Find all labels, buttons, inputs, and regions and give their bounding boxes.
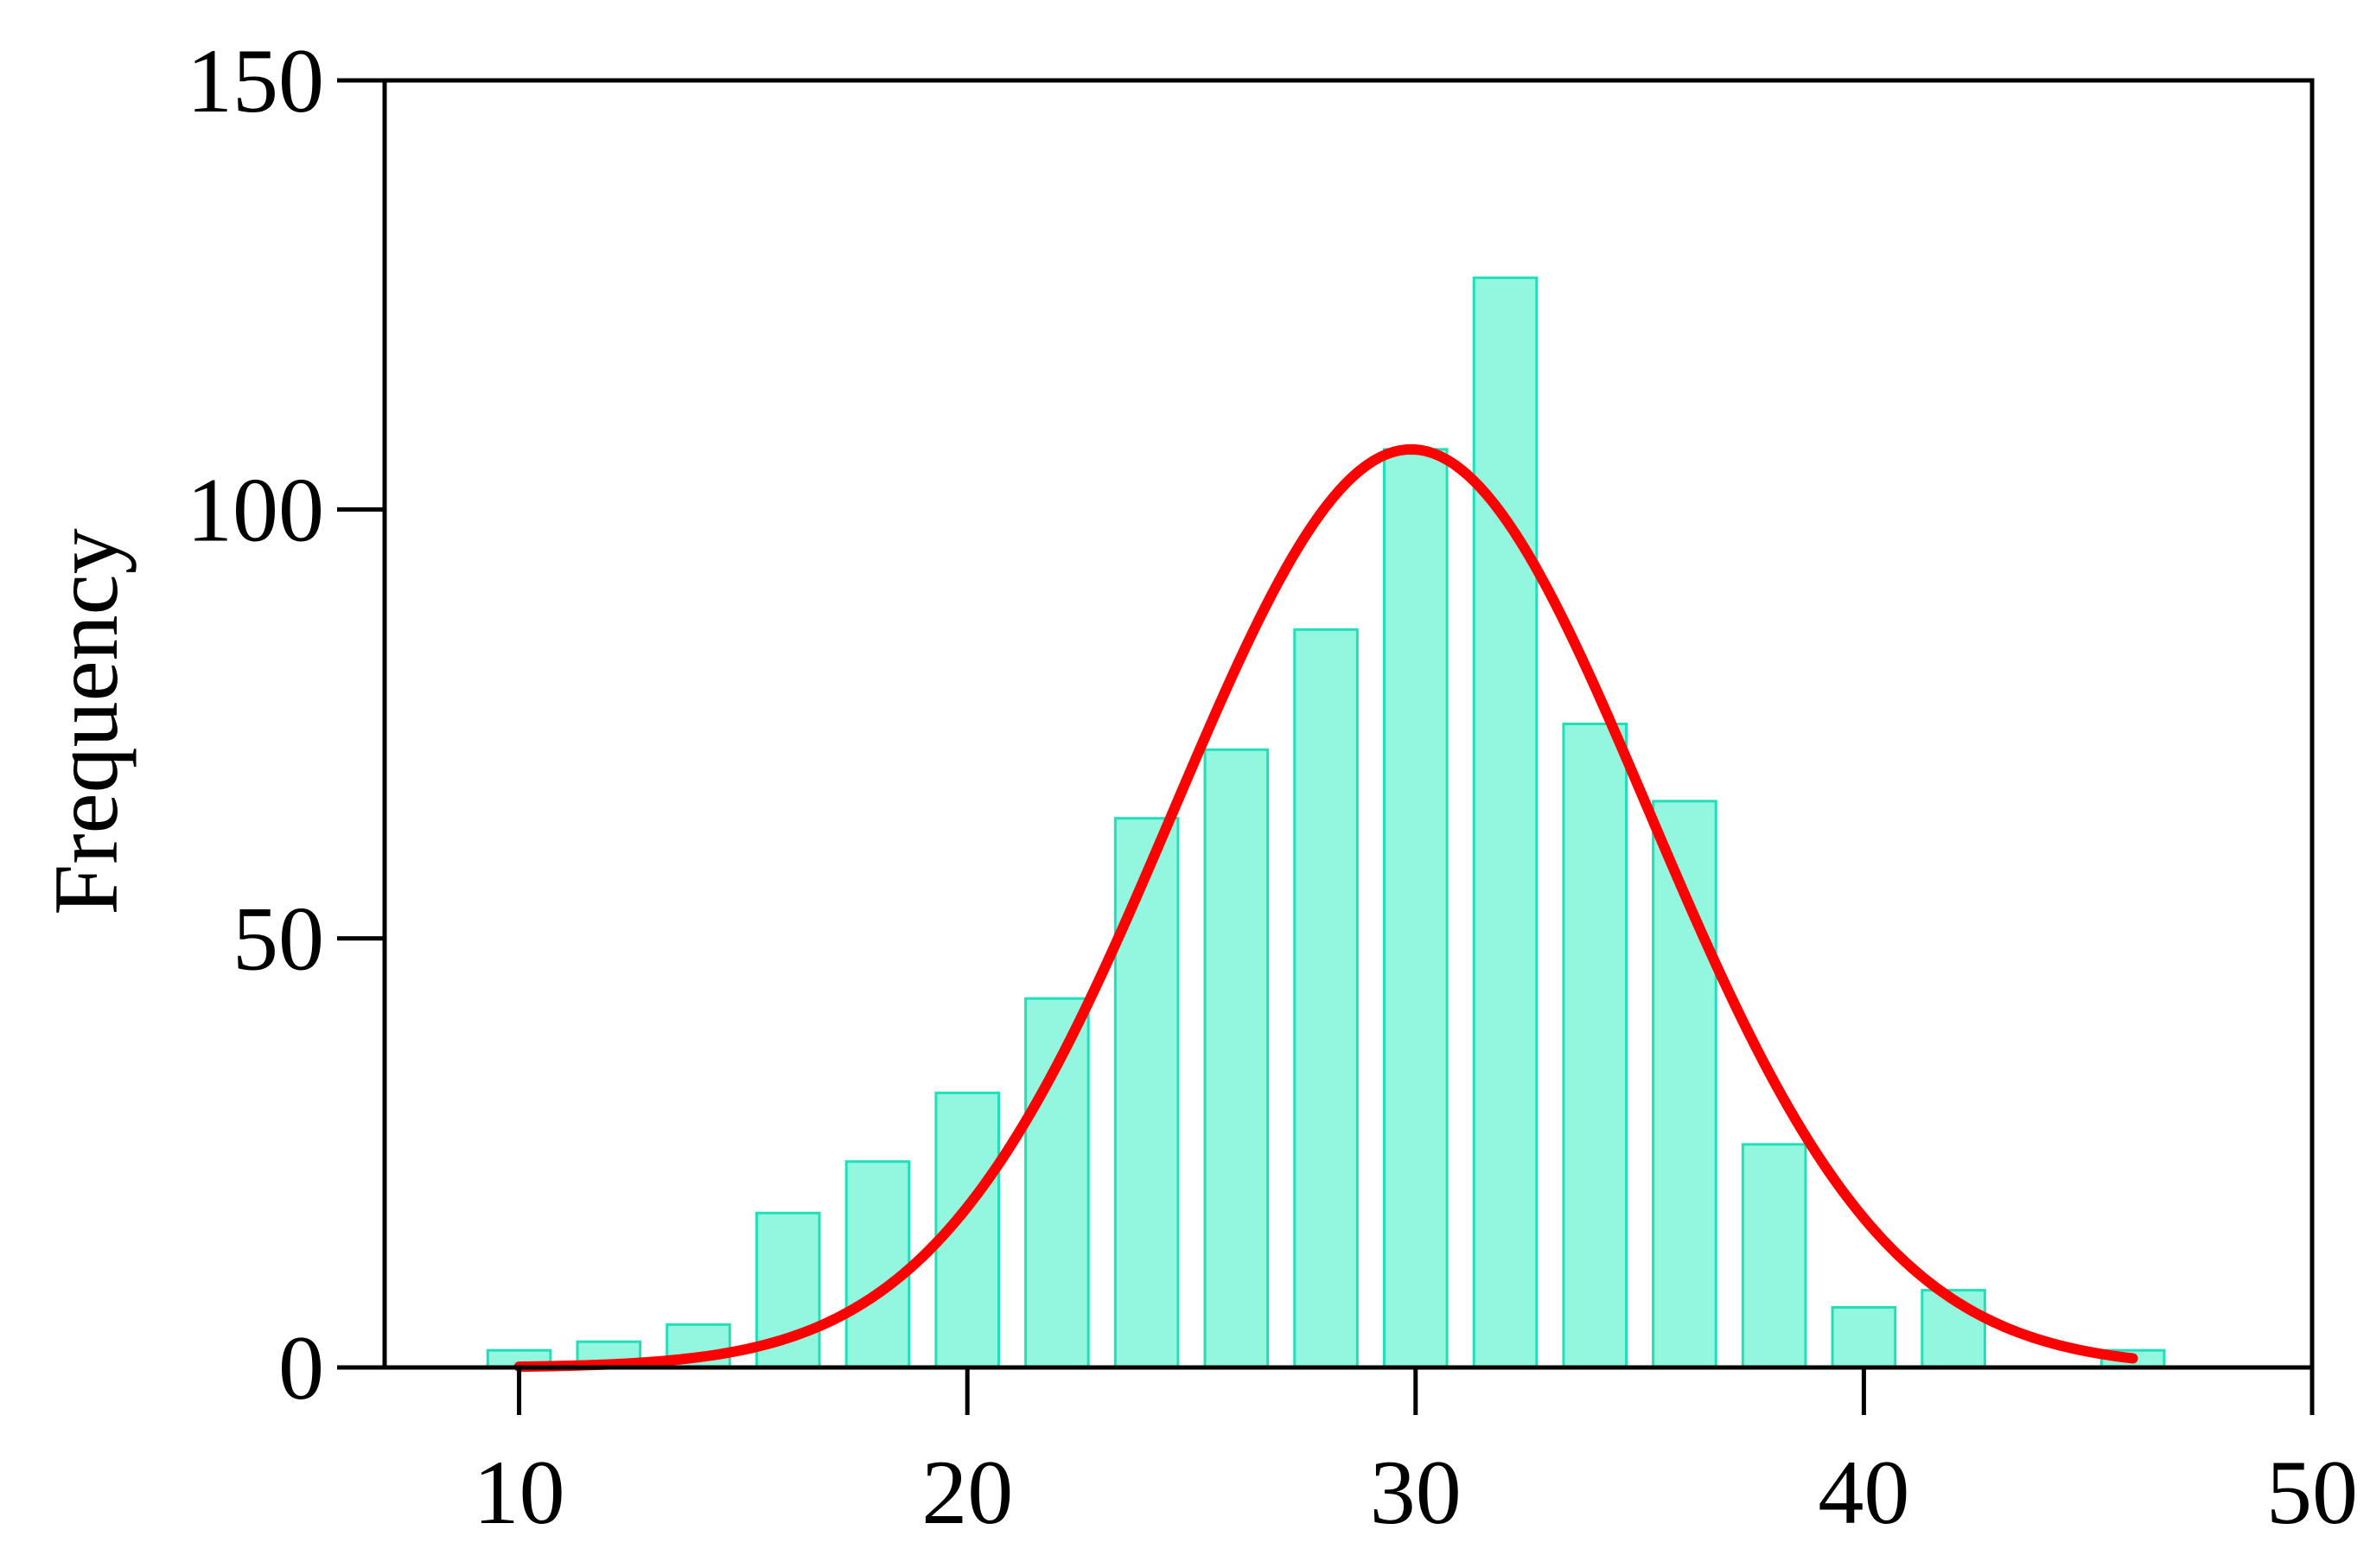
x-tick-label: 50 bbox=[2266, 1442, 2358, 1543]
histogram-bar bbox=[1562, 723, 1628, 1369]
y-tick-label: 100 bbox=[187, 459, 324, 560]
histogram-bar bbox=[1472, 276, 1539, 1369]
curve-layer bbox=[513, 443, 2138, 1373]
histogram-bar bbox=[1113, 817, 1180, 1369]
y-tick-label: 50 bbox=[233, 889, 324, 990]
y-tick-label: 150 bbox=[187, 30, 324, 131]
histogram-bar bbox=[1203, 748, 1270, 1369]
normal-fit-curve bbox=[513, 443, 2138, 1373]
axes-layer bbox=[382, 78, 2315, 1370]
plot-frame bbox=[382, 78, 2315, 1370]
histogram-bar bbox=[1382, 448, 1449, 1369]
y-axis-title: Frequency bbox=[35, 528, 137, 915]
y-tick-label: 0 bbox=[278, 1317, 324, 1418]
histogram-bar bbox=[1024, 997, 1090, 1369]
histogram-bar bbox=[1293, 628, 1359, 1369]
ticks-layer: 0 50 100 150 10 20 30 40 50 bbox=[187, 30, 2358, 1543]
x-tick-label: 10 bbox=[474, 1442, 565, 1543]
x-tick-label: 20 bbox=[921, 1442, 1013, 1543]
x-tick-label: 30 bbox=[1370, 1442, 1462, 1543]
histogram-bar bbox=[844, 1160, 911, 1369]
x-tick-label: 40 bbox=[1818, 1442, 1909, 1543]
histogram-bar bbox=[1741, 1143, 1807, 1369]
histogram-bar bbox=[1831, 1306, 1897, 1369]
bars-layer bbox=[486, 276, 2166, 1369]
